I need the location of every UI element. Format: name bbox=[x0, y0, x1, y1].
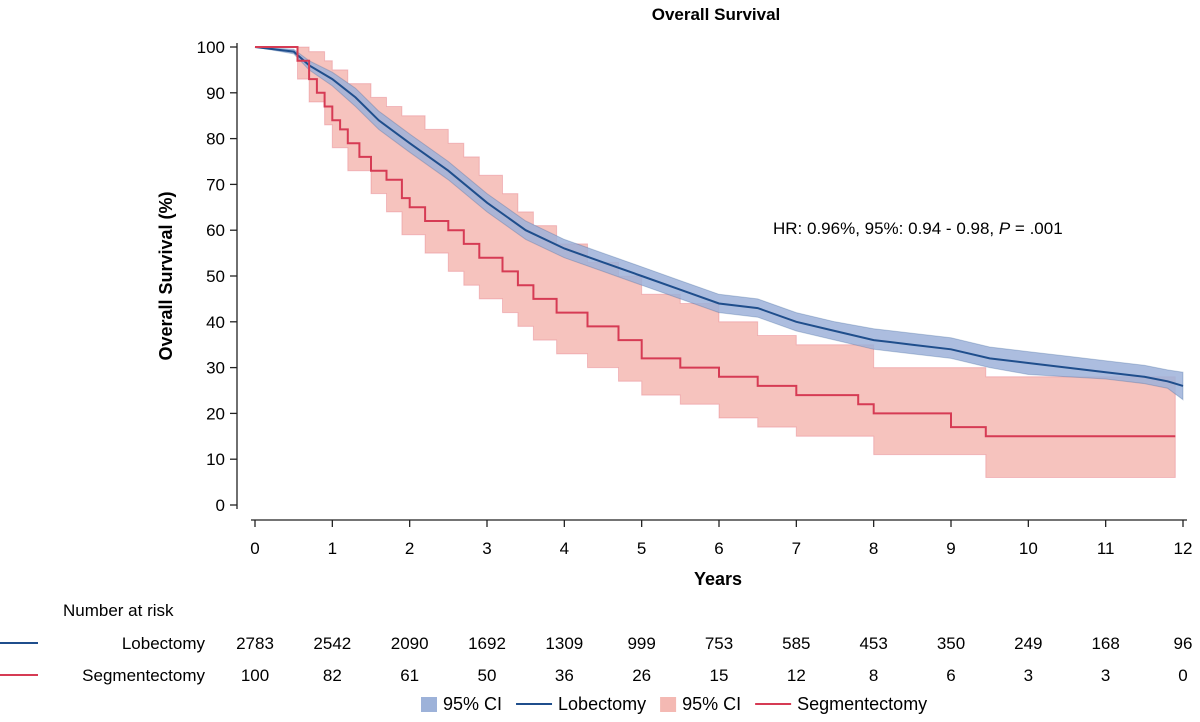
x-tick-label: 3 bbox=[482, 539, 491, 558]
y-tick-label: 20 bbox=[206, 404, 225, 423]
risk-value: 15 bbox=[710, 666, 729, 685]
x-tick-label: 2 bbox=[405, 539, 414, 558]
x-tick-label: 8 bbox=[869, 539, 878, 558]
ci-band-segmentectomy bbox=[255, 46, 1176, 478]
x-tick-label: 9 bbox=[946, 539, 955, 558]
y-tick-label: 10 bbox=[206, 450, 225, 469]
y-tick-label: 30 bbox=[206, 359, 225, 378]
risk-value: 999 bbox=[627, 634, 655, 653]
risk-value: 2090 bbox=[391, 634, 429, 653]
y-axis-label: Overall Survival (%) bbox=[156, 191, 176, 360]
legend-label: Lobectomy bbox=[558, 694, 646, 714]
x-tick-label: 6 bbox=[714, 539, 723, 558]
risk-value: 26 bbox=[632, 666, 651, 685]
hr-annotation-text: HR: 0.96%, 95%: 0.94 - 0.98, bbox=[773, 219, 999, 238]
risk-value: 6 bbox=[946, 666, 955, 685]
risk-value: 3 bbox=[1101, 666, 1110, 685]
risk-value: 168 bbox=[1091, 634, 1119, 653]
y-tick-label: 60 bbox=[206, 221, 225, 240]
legend-swatch-ci bbox=[421, 697, 437, 712]
y-tick-label: 70 bbox=[206, 175, 225, 194]
y-tick-label: 50 bbox=[206, 267, 225, 286]
risk-value: 12 bbox=[787, 666, 806, 685]
risk-value: 100 bbox=[241, 666, 269, 685]
y-tick-label: 90 bbox=[206, 84, 225, 103]
risk-value: 585 bbox=[782, 634, 810, 653]
x-tick-label: 0 bbox=[250, 539, 259, 558]
risk-value: 0 bbox=[1178, 666, 1187, 685]
hr-annotation: HR: 0.96%, 95%: 0.94 - 0.98, P = .001 bbox=[773, 219, 1063, 238]
series-line-lobectomy bbox=[254, 46, 1184, 387]
risk-value: 82 bbox=[323, 666, 342, 685]
risk-value: 50 bbox=[478, 666, 497, 685]
risk-value: 249 bbox=[1014, 634, 1042, 653]
x-tick-label: 1 bbox=[328, 539, 337, 558]
risk-value: 96 bbox=[1174, 634, 1193, 653]
risk-value: 2542 bbox=[313, 634, 351, 653]
y-tick-label: 80 bbox=[206, 130, 225, 149]
legend-label: 95% CI bbox=[682, 694, 741, 714]
risk-value: 36 bbox=[555, 666, 574, 685]
ci-band-lobectomy bbox=[254, 46, 1184, 401]
risk-value: 1692 bbox=[468, 634, 506, 653]
legend-label: 95% CI bbox=[443, 694, 502, 714]
x-tick-label: 10 bbox=[1019, 539, 1038, 558]
risk-table-heading: Number at risk bbox=[63, 601, 174, 620]
x-tick-label: 12 bbox=[1174, 539, 1193, 558]
risk-value: 8 bbox=[869, 666, 878, 685]
chart-title: Overall Survival bbox=[652, 5, 781, 24]
risk-value: 1309 bbox=[545, 634, 583, 653]
risk-row-label: Segmentectomy bbox=[82, 666, 205, 685]
risk-value: 753 bbox=[705, 634, 733, 653]
series-line-segmentectomy bbox=[255, 46, 1176, 438]
x-axis-label: Years bbox=[694, 569, 742, 589]
hr-annotation-value: = .001 bbox=[1010, 219, 1062, 238]
y-tick-label: 40 bbox=[206, 313, 225, 332]
x-tick-label: 5 bbox=[637, 539, 646, 558]
risk-value: 453 bbox=[859, 634, 887, 653]
risk-value: 2783 bbox=[236, 634, 274, 653]
x-tick-label: 11 bbox=[1097, 539, 1115, 558]
x-tick-label: 4 bbox=[560, 539, 569, 558]
y-tick-label: 100 bbox=[197, 38, 225, 57]
legend-label: Segmentectomy bbox=[797, 694, 927, 714]
hr-annotation-p: P bbox=[999, 219, 1011, 238]
y-tick-label: 0 bbox=[216, 496, 225, 515]
x-tick-label: 7 bbox=[792, 539, 801, 558]
legend-swatch-ci bbox=[660, 697, 677, 712]
risk-value: 61 bbox=[400, 666, 419, 685]
risk-value: 350 bbox=[937, 634, 965, 653]
risk-value: 3 bbox=[1024, 666, 1033, 685]
risk-row-label: Lobectomy bbox=[122, 634, 206, 653]
